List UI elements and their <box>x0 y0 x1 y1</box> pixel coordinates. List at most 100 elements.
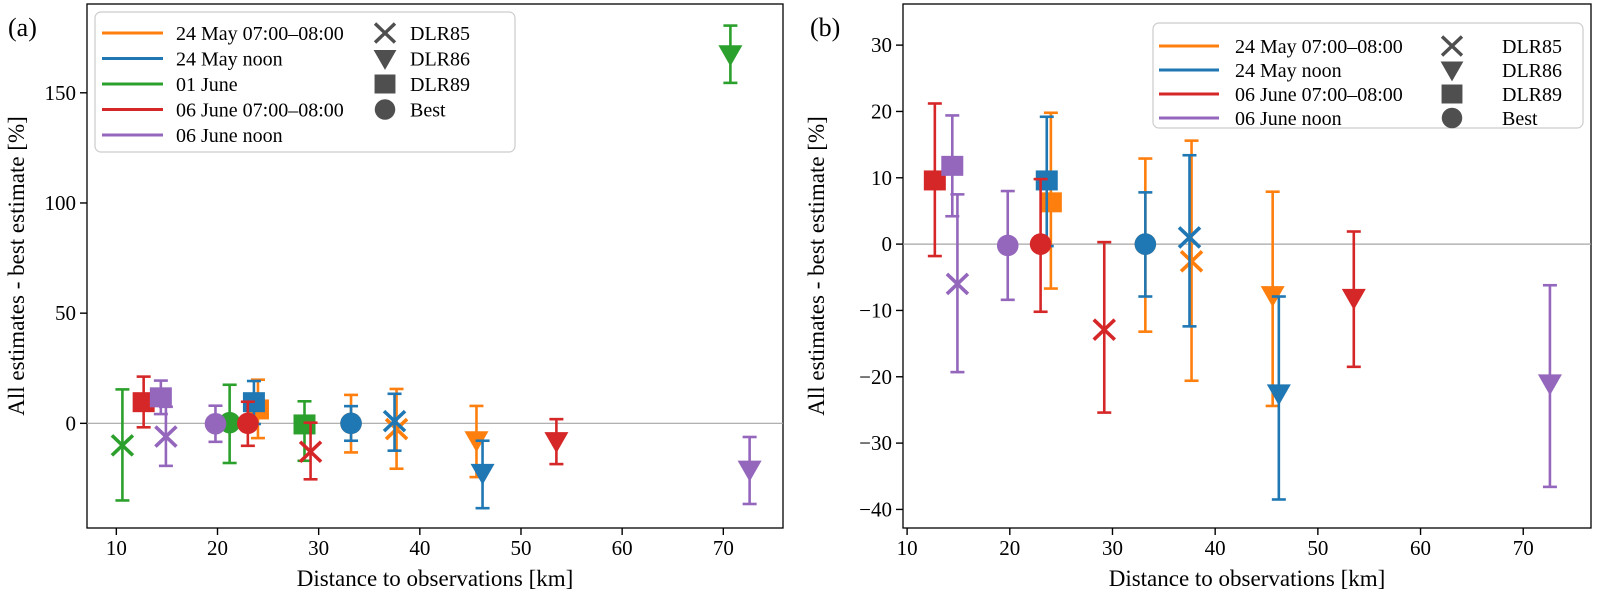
data-point-marker-triangle-down <box>1341 288 1366 310</box>
legend-triangle-down-icon <box>1440 61 1464 82</box>
series-24 May 07:00–08:00 <box>1039 111 1285 408</box>
legend-marker-label: Best <box>410 100 446 122</box>
legend-square-icon <box>1441 84 1463 104</box>
data-point-marker-triangle-down <box>1266 384 1291 406</box>
x-axis-tick-label: 50 <box>1307 536 1328 560</box>
legend-square-icon <box>374 74 396 94</box>
point-06 June noon-Best <box>996 189 1019 302</box>
data-point-marker-square <box>293 414 316 435</box>
point-06 June 07:00–08:00-Best <box>237 400 259 448</box>
data-point-marker-x <box>945 272 970 296</box>
data-point-marker-triangle-down <box>470 463 495 485</box>
series-06 June 07:00–08:00 <box>923 102 1366 414</box>
point-06 June noon-DLR86 <box>1537 283 1562 489</box>
panel-label: (a) <box>8 13 37 42</box>
y-axis-title: All estimates - best estimate [%] <box>4 116 29 416</box>
point-06 June 07:00–08:00-DLR89 <box>923 102 946 258</box>
x-axis-title: Distance to observations [km] <box>1109 566 1386 591</box>
data-point-marker-circle <box>1134 233 1157 255</box>
y-axis-tick-label: 10 <box>871 166 892 190</box>
x-axis-tick-label: 10 <box>106 536 127 560</box>
y-axis-tick-label: −40 <box>859 497 892 521</box>
y-axis-tick-label: 20 <box>871 99 892 123</box>
point-06 June noon-DLR86 <box>737 435 762 506</box>
data-point-marker-square <box>132 392 155 413</box>
x-axis-tick-label: 40 <box>409 536 430 560</box>
point-01 June-DLR86 <box>718 24 743 85</box>
x-axis-tick-label: 30 <box>1102 536 1123 560</box>
point-24 May noon-DLR86 <box>470 439 495 510</box>
data-point-marker-x <box>298 440 323 464</box>
y-axis-title: All estimates - best estimate [%] <box>804 116 829 416</box>
y-axis-tick-label: 50 <box>55 301 76 325</box>
data-point-marker-triangle-down <box>718 45 743 67</box>
legend-entry-label: 01 June <box>176 74 238 96</box>
point-24 May noon-DLR86 <box>1266 295 1291 501</box>
data-point-marker-x <box>1092 318 1117 341</box>
point-06 June 07:00–08:00-DLR85 <box>298 421 323 481</box>
legend-x-icon <box>373 22 397 44</box>
data-point-marker-triangle-down <box>544 432 569 454</box>
legend-marker-label: DLR85 <box>410 23 470 45</box>
x-axis-tick-label: 70 <box>713 536 734 560</box>
x-axis-tick-label: 60 <box>612 536 633 560</box>
point-24 May noon-Best <box>1134 191 1157 298</box>
series-01 June <box>110 24 743 502</box>
data-point-marker-triangle-down <box>737 460 762 482</box>
data-point-marker-x <box>154 425 178 448</box>
point-06 June 07:00–08:00-DLR86 <box>544 417 569 466</box>
data-point-marker-square <box>941 155 964 176</box>
x-axis-title: Distance to observations [km] <box>297 566 574 591</box>
point-06 June noon-DLR89 <box>149 379 172 416</box>
y-axis-tick-label: 30 <box>871 33 892 57</box>
x-axis-tick-label: 70 <box>1513 536 1534 560</box>
data-point-marker-square <box>149 387 172 408</box>
point-24 May noon-DLR85 <box>1177 153 1202 328</box>
panel-a: 10 20 30 40 50 60 70 0 50 100 150 Distance to obser… <box>4 3 784 591</box>
x-axis-tick-label: 40 <box>1205 536 1226 560</box>
x-axis-tick-label: 60 <box>1410 536 1431 560</box>
legend-marker-label: Best <box>1502 108 1538 130</box>
legend-entry-label: 06 June noon <box>1235 108 1342 130</box>
x-axis-tick-label: 10 <box>897 536 918 560</box>
point-01 June-DLR85 <box>110 388 135 502</box>
point-06 June 07:00–08:00-DLR89 <box>132 375 155 429</box>
point-06 June 07:00–08:00-Best <box>1029 177 1052 314</box>
point-24 May noon-DLR85 <box>382 392 407 452</box>
x-axis-tick-label: 20 <box>207 536 228 560</box>
y-axis-tick-label: −10 <box>859 298 892 322</box>
data-point-marker-square <box>1035 170 1058 191</box>
y-axis-tick-label: 0 <box>882 232 893 256</box>
legend-entry-label: 06 June noon <box>176 125 283 147</box>
panel-b: 10 20 30 40 50 60 70 30 20 10 0 −10 −20 −30 −40 Distanc… <box>804 3 1592 591</box>
legend: 24 May 07:00–08:00 24 May noon 01 June 06 J… <box>94 11 516 153</box>
x-axis-tick-label: 20 <box>999 536 1020 560</box>
series-06 June noon <box>149 379 762 506</box>
legend-circle-icon <box>1441 107 1463 129</box>
point-06 June 07:00–08:00-DLR86 <box>1341 230 1366 369</box>
point-06 June 07:00–08:00-DLR85 <box>1092 240 1117 414</box>
y-axis-tick-label: −20 <box>859 365 892 389</box>
x-axis-tick-label: 50 <box>510 536 531 560</box>
legend-entry-label: 06 June 07:00–08:00 <box>176 100 344 122</box>
legend-entry-label: 06 June 07:00–08:00 <box>1235 84 1403 106</box>
legend-triangle-down-icon <box>373 49 397 70</box>
series-06 June 07:00–08:00 <box>132 375 569 481</box>
y-axis-tick-label: 150 <box>45 81 77 105</box>
legend-entry-label: 24 May noon <box>1235 60 1342 82</box>
data-point-marker-x <box>1177 226 1202 249</box>
legend-box <box>94 11 516 153</box>
data-point-marker-x <box>1179 250 1204 273</box>
data-point-marker-x <box>382 409 407 433</box>
legend-box <box>1152 22 1584 129</box>
data-point-marker-x <box>110 434 135 457</box>
point-06 June noon-Best <box>204 404 227 444</box>
legend-marker-label: DLR89 <box>410 74 470 96</box>
legend-marker-label: DLR86 <box>1502 60 1562 82</box>
data-point-marker-triangle-down <box>1537 374 1562 396</box>
legend-circle-icon <box>374 99 396 120</box>
point-24 May 07:00–08:00-DLR85 <box>384 387 409 471</box>
legend-entry-label: 24 May 07:00–08:00 <box>176 23 344 45</box>
